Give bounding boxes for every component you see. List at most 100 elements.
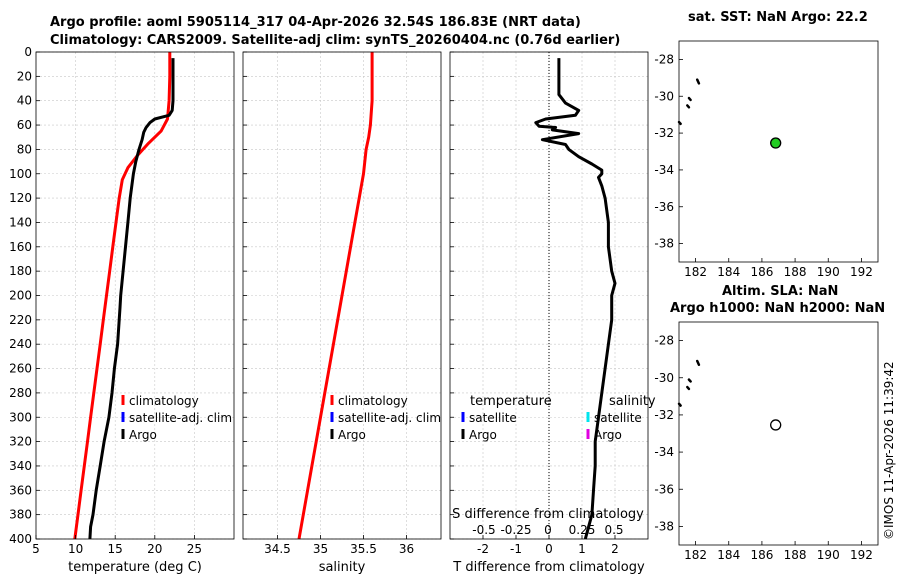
depth-tick-label: 160 (9, 240, 32, 254)
temp-xtick-label: 5 (32, 542, 40, 556)
diff-xtick-label: 1 (578, 542, 586, 556)
title-line-2: Climatology: CARS2009. Satellite-adj cli… (50, 33, 621, 48)
depth-tick-label: 240 (9, 337, 32, 351)
sal-xtick-label: 35.5 (350, 542, 377, 556)
map-sla-ytick-label: -30 (654, 371, 674, 385)
depth-tick-label: 220 (9, 313, 32, 327)
map-sla-xtick-label: 182 (684, 548, 707, 562)
map-sla-xtick-label: 188 (784, 548, 807, 562)
map-sst-xtick-label: 190 (817, 265, 840, 279)
depth-tick-label: 400 (9, 532, 32, 546)
depth-tick-label: 80 (17, 142, 32, 156)
map-sst-coast-segment (687, 96, 692, 102)
depth-tick-label: 40 (17, 94, 32, 108)
sal-legend-climatology-label: climatology (338, 394, 408, 408)
depth-tick-label: 320 (9, 435, 32, 449)
map-sst-ytick-label: -36 (654, 200, 674, 214)
temp-xtick-label: 15 (108, 542, 123, 556)
map-sst-ytick-label: -28 (654, 52, 674, 66)
map-sst-ytick-label: -32 (654, 126, 674, 140)
diff-xtick-label: -1 (510, 542, 522, 556)
diff-legend-s-satellite-label: satellite (594, 411, 642, 425)
map-sst-float-marker (770, 137, 782, 149)
diff-xlabel: T difference from climatology (452, 560, 645, 575)
map-sla-float-marker (770, 419, 782, 431)
diff-legend-t-argo-label: Argo (469, 428, 497, 442)
map-sst-coast-segment (677, 120, 682, 126)
diff-legend-s-header: salinity (609, 394, 656, 409)
temp-series-climatology (73, 52, 172, 540)
temp-series-argo (88, 58, 175, 540)
map-sst-axes-frame (678, 40, 879, 263)
temp-legend-satellite-label: satellite-adj. clim (129, 411, 232, 425)
sal-xlabel: salinity (319, 560, 366, 575)
sal-legend-satellite-label: satellite-adj. clim (338, 411, 441, 425)
depth-tick-label: 360 (9, 483, 32, 497)
map-sla-coast-segment (677, 402, 682, 407)
diff-xtick-label: 2 (611, 542, 619, 556)
sal-series-climatology (297, 52, 374, 540)
map-sla-xtick-label: 192 (850, 548, 873, 562)
diff-xtick-label: 0 (545, 542, 553, 556)
temp-xtick-label: 10 (68, 542, 83, 556)
map-sst-xtick-label: 188 (784, 265, 807, 279)
depth-tick-label: 300 (9, 410, 32, 424)
map-sla-coast-segment (686, 385, 691, 391)
map-sla-ytick-label: -28 (654, 334, 674, 348)
depth-tick-label: 60 (17, 118, 32, 132)
temp-xtick-label: 25 (187, 542, 202, 556)
depth-tick-label: 380 (9, 508, 32, 522)
diff-x2tick-label: 0.25 (569, 523, 596, 537)
map-sla-xtick-label: 184 (717, 548, 740, 562)
map-sst-xtick-label: 186 (750, 265, 773, 279)
map-sla-ytick-label: -32 (654, 408, 674, 422)
diff-x2tick-label: 0 (544, 523, 552, 537)
diff-x2tick-label: 0.5 (604, 523, 623, 537)
temp-xtick-label: 20 (147, 542, 162, 556)
sal-xtick-label: 36 (399, 542, 414, 556)
map-sst-title: sat. SST: NaN Argo: 22.2 (688, 10, 868, 25)
diff-x2tick-label: -0.5 (472, 523, 495, 537)
map-sla-axes-frame (678, 321, 879, 546)
map-sla-ytick-label: -38 (654, 519, 674, 533)
title-line-1: Argo profile: aoml 5905114_317 04-Apr-20… (50, 15, 581, 30)
map-sst-ytick-label: -34 (654, 163, 674, 177)
map-sla-ytick-label: -36 (654, 482, 674, 496)
diff-xtick-label: -2 (477, 542, 489, 556)
map-sla-xtick-label: 186 (750, 548, 773, 562)
map-sst-xtick-label: 192 (850, 265, 873, 279)
sal-xtick-label: 35 (313, 542, 328, 556)
sal-xtick-label: 34.5 (264, 542, 291, 556)
map-sst-coast-segment (686, 104, 691, 109)
depth-tick-label: 140 (9, 215, 32, 229)
diff-x2label: S difference from climatology (452, 507, 644, 522)
diff-legend-t-header: temperature (470, 394, 552, 409)
temp-legend-climatology-label: climatology (129, 394, 199, 408)
map-sla-coast-segment (695, 359, 701, 366)
map-sla-xtick-label: 190 (817, 548, 840, 562)
map-sla-ytick-label: -34 (654, 445, 674, 459)
depth-tick-label: 0 (24, 45, 32, 59)
map-sla-coast-segment (687, 378, 692, 383)
map-sst-ytick-label: -30 (654, 89, 674, 103)
diff-series-t-argo (534, 58, 617, 540)
depth-tick-label: 280 (9, 386, 32, 400)
map-sst-xtick-label: 182 (684, 265, 707, 279)
diff-legend-t-satellite-label: satellite (469, 411, 517, 425)
map-sla-title-2: Argo h1000: NaN h2000: NaN (670, 301, 886, 316)
depth-tick-label: 100 (9, 167, 32, 181)
temp-legend-argo-label: Argo (129, 428, 157, 442)
depth-tick-label: 260 (9, 362, 32, 376)
depth-tick-label: 120 (9, 191, 32, 205)
map-sst-xtick-label: 184 (717, 265, 740, 279)
depth-tick-label: 200 (9, 289, 32, 303)
sal-legend-argo-label: Argo (338, 428, 366, 442)
map-sst-coast-segment (695, 78, 701, 85)
map-sst-ytick-label: -38 (654, 237, 674, 251)
depth-tick-label: 20 (17, 69, 32, 83)
temp-xlabel: temperature (deg C) (68, 560, 202, 575)
map-sla-title-1: Altim. SLA: NaN (722, 284, 839, 299)
diff-x2tick-label: -0.25 (500, 523, 531, 537)
depth-tick-label: 180 (9, 264, 32, 278)
